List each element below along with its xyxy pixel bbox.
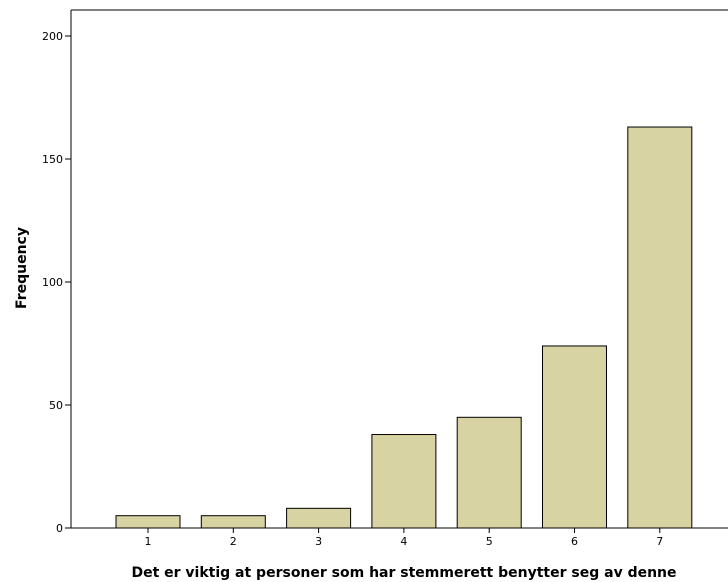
- bar: [371, 434, 437, 529]
- bar: [542, 345, 607, 529]
- bar: [115, 515, 181, 529]
- y-tick-label: 100: [42, 276, 63, 289]
- bar: [456, 416, 522, 529]
- bar: [286, 507, 352, 529]
- x-axis-title: Det er viktig at personer som har stemme…: [131, 565, 676, 581]
- y-tick-label: 0: [56, 522, 63, 535]
- x-tick-label: 5: [486, 535, 493, 548]
- x-tick-label: 3: [315, 535, 322, 548]
- x-tick-label: 4: [400, 535, 407, 548]
- x-tick-label: 7: [656, 535, 663, 548]
- x-axis-ticks: 1 2 3 4 5 6 7: [145, 528, 663, 548]
- bars: [115, 126, 693, 529]
- y-tick-label: 150: [42, 153, 63, 166]
- bar: [200, 515, 266, 529]
- x-tick-label: 2: [230, 535, 237, 548]
- bar: [627, 126, 693, 529]
- y-axis-title: Frequency: [14, 227, 30, 309]
- y-tick-label: 50: [49, 399, 63, 412]
- y-axis-ticks: 0 50 100 150 200: [42, 30, 71, 535]
- y-tick-label: 200: [42, 30, 63, 43]
- x-tick-label: 1: [145, 535, 152, 548]
- x-tick-label: 6: [571, 535, 578, 548]
